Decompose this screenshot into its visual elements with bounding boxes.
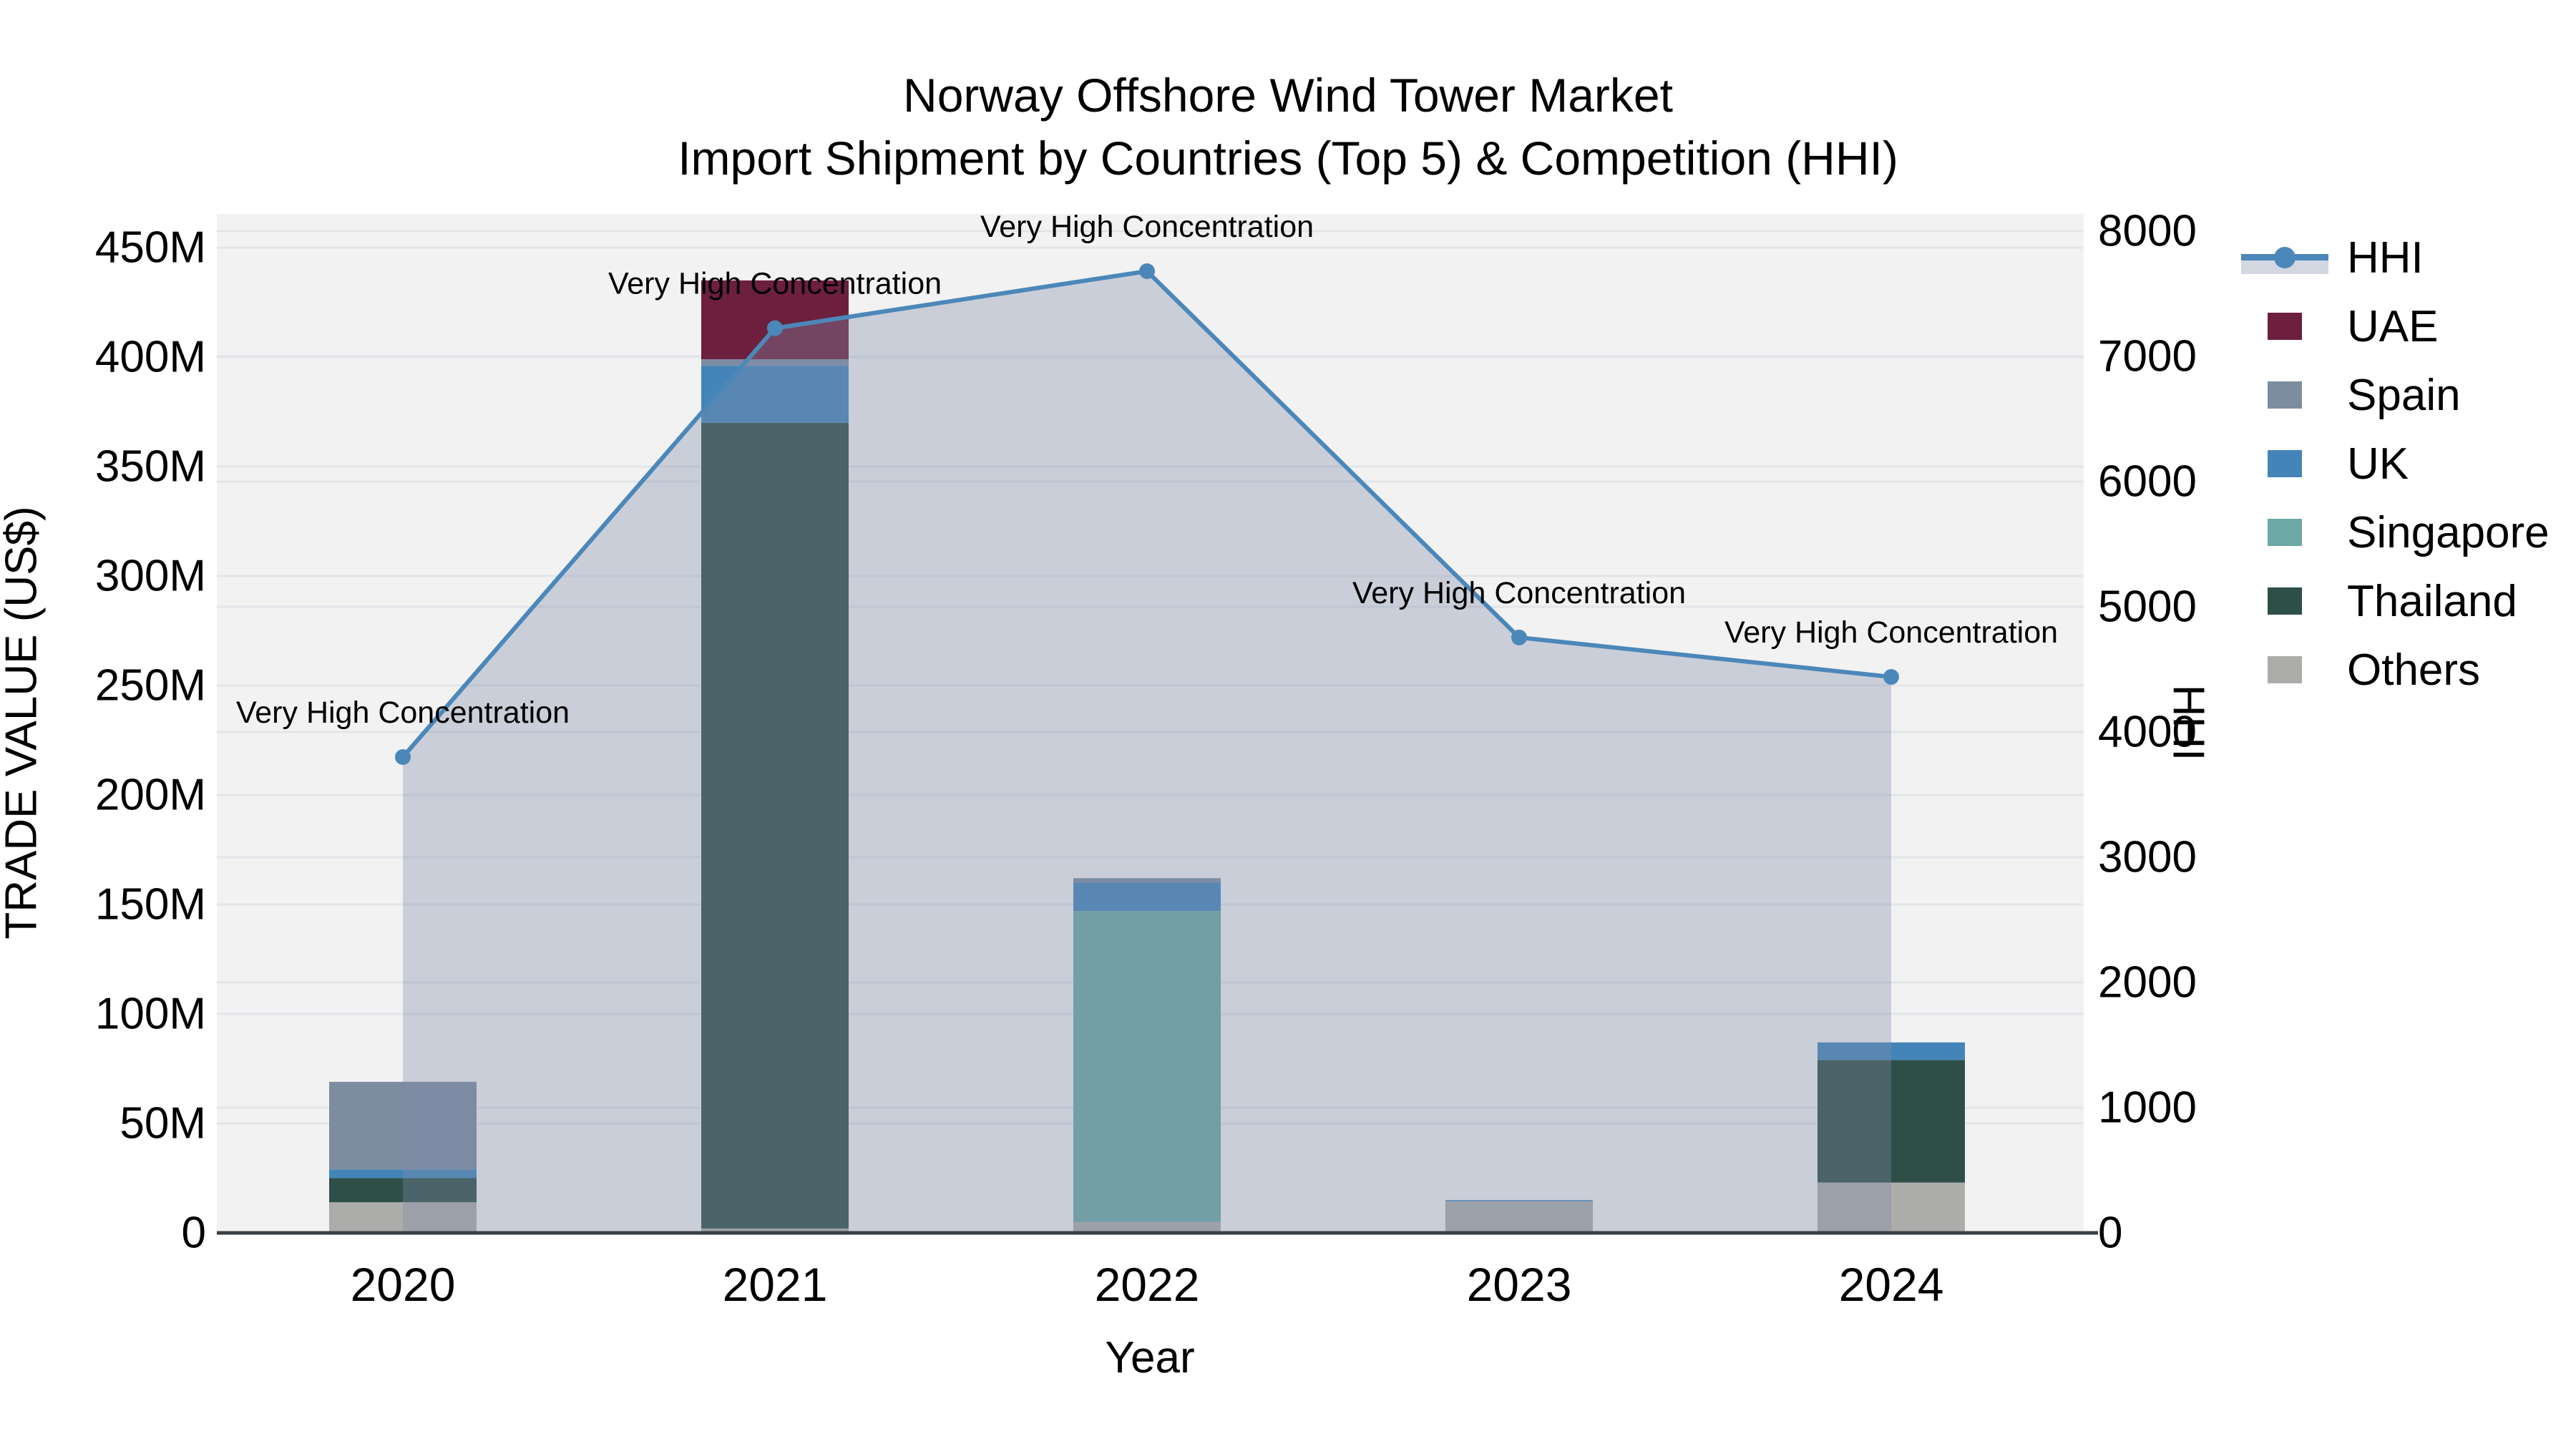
x-tick-2022[interactable]: 2022 [1095, 1258, 1200, 1311]
right-tick-4000: 4000 [2098, 708, 2197, 757]
x-axis-title: Year [1105, 1333, 1195, 1382]
right-tick-8000: 8000 [2098, 207, 2197, 256]
left-tick-350: 350M [95, 442, 206, 492]
legend-item-uk[interactable]: UK [2231, 429, 2550, 498]
bar-2024-uk[interactable] [1818, 1042, 1965, 1060]
legend-label: Singapore [2347, 507, 2550, 557]
bar-2021-others[interactable] [701, 1228, 849, 1233]
left-tick-300: 300M [95, 552, 206, 601]
left-tick-400: 400M [95, 333, 206, 382]
bar-2024-others[interactable] [1818, 1182, 1965, 1233]
legend-swatch-icon [2231, 381, 2338, 409]
legend-label: UK [2347, 439, 2409, 489]
annotation-2023: Very High Concentration [1352, 576, 1686, 610]
hhi-point-2021[interactable] [767, 320, 783, 336]
right-tick-0: 0 [2098, 1209, 2122, 1258]
hhi-point-2020[interactable] [395, 749, 411, 765]
chart-title: Norway Offshore Wind Tower Market [903, 69, 1673, 122]
right-tick-6000: 6000 [2098, 457, 2197, 507]
legend-item-thailand[interactable]: Thailand [2231, 567, 2550, 635]
legend-item-spain[interactable]: Spain [2231, 361, 2550, 429]
left-tick-0: 0 [182, 1209, 206, 1258]
legend: HHI UAE Spain UK Singapore Thailand Others [2231, 223, 2550, 704]
right-tick-2000: 2000 [2098, 958, 2197, 1008]
right-tick-1000: 1000 [2098, 1083, 2197, 1133]
legend-item-uae[interactable]: UAE [2231, 292, 2550, 361]
bar-2023-uk[interactable] [1445, 1200, 1593, 1201]
left-tick-150: 150M [95, 880, 206, 930]
annotation-2020: Very High Concentration [236, 696, 570, 730]
legend-swatch-icon [2231, 313, 2338, 340]
hhi-point-2022[interactable] [1139, 263, 1155, 279]
left-tick-50: 50M [119, 1099, 206, 1148]
legend-label: Others [2347, 645, 2481, 695]
bar-2024-thailand[interactable] [1818, 1060, 1965, 1183]
left-tick-250: 250M [95, 661, 206, 711]
legend-item-hhi[interactable]: HHI [2231, 223, 2550, 292]
legend-swatch-icon [2231, 656, 2338, 683]
annotation-2024: Very High Concentration [1724, 615, 2058, 650]
x-tick-2023[interactable]: 2023 [1467, 1258, 1572, 1311]
bar-2020-others[interactable] [329, 1202, 477, 1233]
bar-2022-uk[interactable] [1073, 882, 1221, 912]
right-axis-title: HHI [2163, 684, 2213, 761]
bar-2020-thailand[interactable] [329, 1178, 477, 1203]
bar-2021-spain[interactable] [701, 359, 849, 366]
left-axis-title: TRADE VALUE (US$) [0, 506, 47, 940]
bar-2021-uk[interactable] [701, 366, 849, 423]
annotation-2021: Very High Concentration [608, 267, 942, 301]
legend-label: Thailand [2347, 576, 2517, 626]
x-tick-2024[interactable]: 2024 [1839, 1258, 1944, 1311]
bar-2022-others[interactable] [1073, 1221, 1221, 1233]
bar-2023-others[interactable] [1445, 1201, 1593, 1233]
x-tick-2021[interactable]: 2021 [723, 1258, 828, 1311]
hhi-point-2023[interactable] [1511, 629, 1527, 645]
hhi-point-2024[interactable] [1883, 669, 1899, 685]
right-tick-3000: 3000 [2098, 833, 2197, 882]
bar-2020-spain[interactable] [329, 1081, 477, 1170]
chart-subtitle: Import Shipment by Countries (Top 5) & C… [678, 132, 1898, 185]
hhi-line-icon [2231, 241, 2338, 274]
legend-swatch-icon [2231, 450, 2338, 477]
legend-label: Spain [2347, 370, 2461, 420]
bar-2022-singapore[interactable] [1073, 911, 1221, 1222]
bar-2022-spain[interactable] [1073, 878, 1221, 883]
hhi-area [403, 271, 1891, 1233]
left-tick-100: 100M [95, 990, 206, 1039]
legend-swatch-icon [2231, 519, 2338, 546]
legend-label: HHI [2347, 233, 2424, 283]
right-tick-7000: 7000 [2098, 332, 2197, 381]
legend-swatch-icon [2231, 587, 2338, 615]
legend-item-singapore[interactable]: Singapore [2231, 498, 2550, 567]
x-tick-2020[interactable]: 2020 [351, 1258, 456, 1311]
left-tick-200: 200M [95, 771, 206, 820]
right-tick-5000: 5000 [2098, 582, 2197, 632]
legend-item-others[interactable]: Others [2231, 635, 2550, 704]
bar-2020-uk[interactable] [329, 1169, 477, 1179]
annotation-2022: Very High Concentration [980, 210, 1314, 244]
bar-2021-thailand[interactable] [701, 422, 849, 1229]
left-tick-450: 450M [95, 223, 206, 273]
legend-label: UAE [2347, 301, 2439, 351]
